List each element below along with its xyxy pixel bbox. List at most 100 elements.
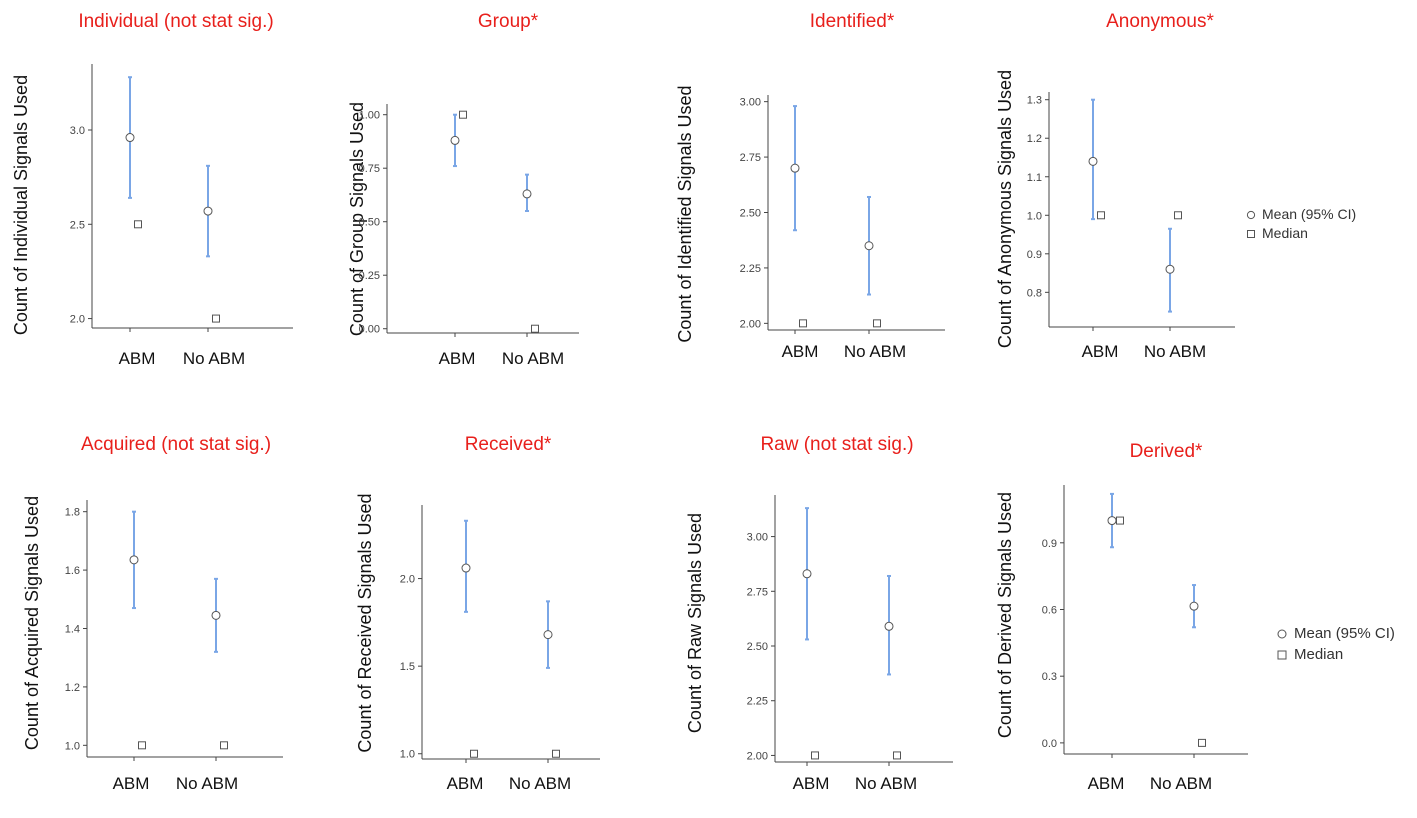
y-tick-label: 2.75 (747, 586, 768, 598)
mean-point (1189, 601, 1199, 611)
y-tick-label: 2.50 (747, 641, 768, 653)
y-tick-label: 0.9 (1027, 249, 1042, 261)
mean-point (211, 610, 221, 620)
x-category-label: No ABM (509, 774, 571, 793)
y-tick-label: 0.9 (1042, 538, 1057, 550)
legend-square-marker (1277, 650, 1287, 659)
x-category-label: No ABM (176, 774, 238, 793)
y-tick-label: 1.2 (65, 682, 80, 694)
median-point (873, 319, 881, 328)
chart-title: Acquired (not stat sig.) (80, 434, 272, 455)
median-point (893, 751, 901, 760)
x-category-label: ABM (1088, 774, 1125, 793)
mean-point (543, 630, 553, 640)
y-tick-label: 0.0 (1042, 738, 1057, 750)
y-tick-label: 2.25 (747, 696, 768, 708)
median-point (220, 741, 228, 750)
mean-point (125, 133, 135, 143)
mean-point (129, 555, 139, 565)
mean-point (1107, 516, 1117, 526)
chart-title: Received* (464, 434, 552, 455)
x-category-label: ABM (113, 774, 150, 793)
mean-point (802, 569, 812, 579)
legend-square-marker (1247, 229, 1255, 238)
y-tick-label: 1.0 (1027, 210, 1042, 222)
mean-point (203, 206, 213, 216)
mean-point (1088, 156, 1098, 166)
y-tick-label: 2.00 (740, 318, 761, 330)
legend-mean-entry: Mean (95% CI) (1276, 623, 1395, 644)
x-category-label: No ABM (502, 349, 564, 368)
chart-title: Group* (477, 11, 539, 32)
legend-median-label: Median (1262, 225, 1308, 241)
legend-mean-entry: Mean (95% CI) (1246, 205, 1356, 224)
x-category-label: No ABM (1150, 774, 1212, 793)
y-tick-label: 2.0 (400, 574, 415, 586)
mean-point (461, 563, 471, 573)
y-tick-label: 2.25 (740, 263, 761, 275)
x-category-label: ABM (782, 342, 819, 361)
y-tick-label: 0.00 (359, 324, 380, 336)
y-tick-label: 1.6 (65, 565, 80, 577)
legend-median-label: Median (1294, 646, 1344, 663)
y-tick-label: 1.5 (400, 661, 415, 673)
median-point (212, 314, 220, 323)
x-category-label: No ABM (844, 342, 906, 361)
x-category-label: ABM (119, 349, 156, 368)
median-point (799, 319, 807, 328)
chart-title: Raw (not stat sig.) (760, 434, 914, 455)
y-tick-label: 3.00 (747, 532, 768, 544)
y-tick-label: 1.00 (359, 110, 380, 122)
y-tick-label: 0.6 (1042, 604, 1057, 616)
y-tick-label: 2.00 (747, 750, 768, 762)
median-point (1198, 738, 1206, 747)
mean-point (884, 621, 894, 631)
mean-point (790, 163, 800, 173)
y-tick-label: 2.0 (70, 314, 85, 326)
x-category-label: ABM (793, 774, 830, 793)
mean-point (864, 241, 874, 251)
legend-circle-marker (1246, 210, 1256, 219)
y-tick-label: 1.0 (65, 740, 80, 752)
legend-circle-marker (1277, 629, 1287, 638)
mean-point (522, 189, 532, 199)
median-point (1097, 211, 1105, 220)
y-tick-label: 0.75 (359, 163, 380, 175)
mean-point (1165, 264, 1175, 274)
median-point (134, 220, 142, 229)
median-point (138, 741, 146, 750)
y-tick-label: 0.8 (1027, 287, 1042, 299)
median-point (531, 324, 539, 333)
legend-mean-label: Mean (95% CI) (1294, 625, 1395, 642)
legend-top: Mean (95% CI) Median (1246, 205, 1356, 243)
mean-point (450, 135, 460, 145)
x-category-label: No ABM (1144, 342, 1206, 361)
y-tick-label: 3.0 (70, 125, 85, 137)
y-tick-label: 0.50 (359, 217, 380, 229)
y-tick-label: 1.8 (65, 507, 80, 519)
median-point (470, 749, 478, 758)
y-tick-label: 2.50 (740, 208, 761, 220)
legend-median-entry: Median (1276, 644, 1395, 665)
chart-title: Individual (not stat sig.) (78, 11, 274, 32)
x-category-label: ABM (447, 774, 484, 793)
legend-median-entry: Median (1246, 224, 1356, 243)
y-tick-label: 1.1 (1027, 172, 1042, 184)
y-tick-label: 0.3 (1042, 671, 1057, 683)
y-tick-label: 1.2 (1027, 133, 1042, 145)
chart-title: Identified* (809, 11, 895, 32)
median-point (1174, 211, 1182, 220)
x-category-label: ABM (439, 349, 476, 368)
y-tick-label: 1.4 (65, 624, 80, 636)
chart-title: Anonymous* (1106, 11, 1214, 32)
legend-bottom: Mean (95% CI) Median (1276, 623, 1395, 665)
y-tick-label: 3.00 (740, 97, 761, 109)
legend-mean-label: Mean (95% CI) (1262, 206, 1357, 222)
